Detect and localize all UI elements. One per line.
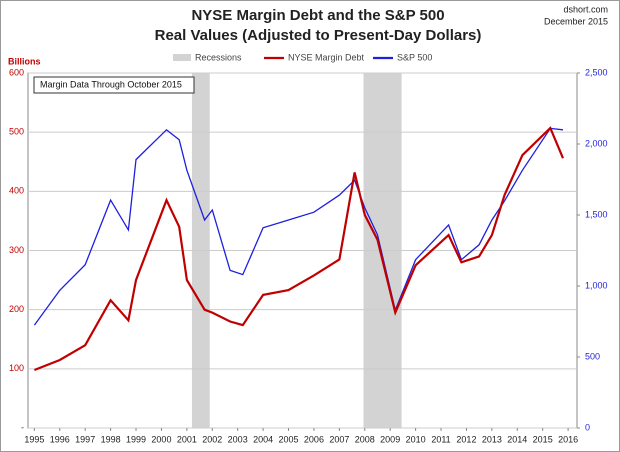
x-tick-label: 1995 [24,434,44,444]
x-tick-label: 2011 [431,434,450,444]
x-tick-label: 2001 [177,434,197,444]
x-tick-label: 2015 [533,434,553,444]
y-tick-label: 600 [9,67,24,77]
x-tick-label: 2007 [329,434,349,444]
x-tick-label: 1998 [101,434,121,444]
x-tick-label: 1996 [50,434,70,444]
x-tick-label: 2009 [380,434,400,444]
x-tick-label: 2006 [304,434,324,444]
y-tick-label: 500 [9,127,24,137]
y-axis-label: Billions [8,56,41,66]
legend-label: Recessions [195,52,242,62]
y-tick-label: 200 [9,304,24,314]
x-tick-label: 2003 [228,434,248,444]
x-tick-label: 1997 [75,434,95,444]
annotation: Margin Data Through October 2015 [40,79,182,89]
x-tick-label: 1999 [126,434,146,444]
x-tick-label: 2016 [558,434,578,444]
y2-tick-label: 0 [585,422,590,432]
source: dshort.com [563,4,608,14]
y2-tick-label: 2,000 [585,138,608,148]
x-tick-label: 2000 [151,434,171,444]
series-line [33,127,564,326]
y-tick-label: - [21,422,24,432]
y-tick-label: 300 [9,245,24,255]
x-tick-label: 2013 [482,434,502,444]
x-tick-label: 2008 [355,434,375,444]
x-tick-label: 2002 [202,434,222,444]
y2-tick-label: 500 [585,351,600,361]
x-tick-label: 2004 [253,434,273,444]
y-tick-label: 400 [9,186,24,196]
date: December 2015 [544,16,608,26]
x-tick-label: 2014 [507,434,527,444]
legend-swatch [173,54,191,61]
chart-title: NYSE Margin Debt and the S&P 500 [191,7,444,24]
y2-tick-label: 1,000 [585,280,608,290]
x-tick-label: 2005 [279,434,299,444]
y2-tick-label: 2,500 [585,67,608,77]
chart-subtitle: Real Values (Adjusted to Present-Day Dol… [155,27,482,44]
annotation-box [33,76,195,94]
series-line [33,126,565,372]
x-tick-label: 2010 [406,434,426,444]
legend-label: NYSE Margin Debt [288,52,365,62]
legend-label: S&P 500 [397,52,432,62]
y-tick-label: 100 [9,363,24,373]
y2-tick-label: 1,500 [585,209,608,219]
x-tick-label: 2012 [456,434,476,444]
